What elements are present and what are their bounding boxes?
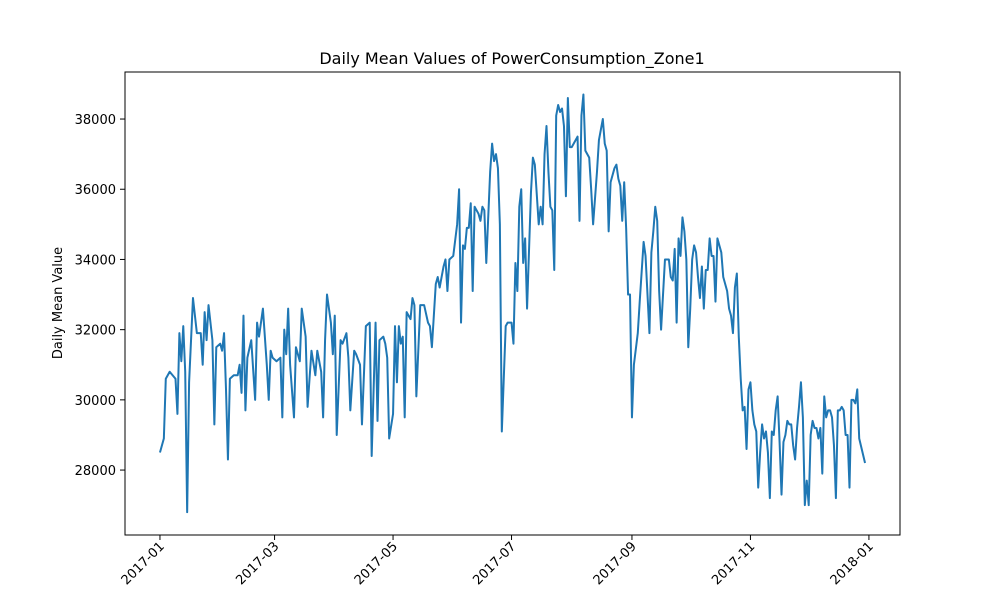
y-tick-label: 38000 — [75, 113, 116, 128]
chart-title: Daily Mean Values of PowerConsumption_Zo… — [319, 49, 704, 69]
plot-frame — [124, 71, 901, 536]
y-tick-label: 34000 — [75, 253, 116, 268]
y-axis-label: Daily Mean Value — [51, 247, 66, 359]
y-tick-label: 32000 — [75, 324, 116, 339]
y-tick-label: 30000 — [75, 394, 116, 409]
line-series — [158, 93, 867, 514]
y-tick-label: 36000 — [75, 183, 116, 198]
y-tick-label: 28000 — [75, 464, 116, 479]
